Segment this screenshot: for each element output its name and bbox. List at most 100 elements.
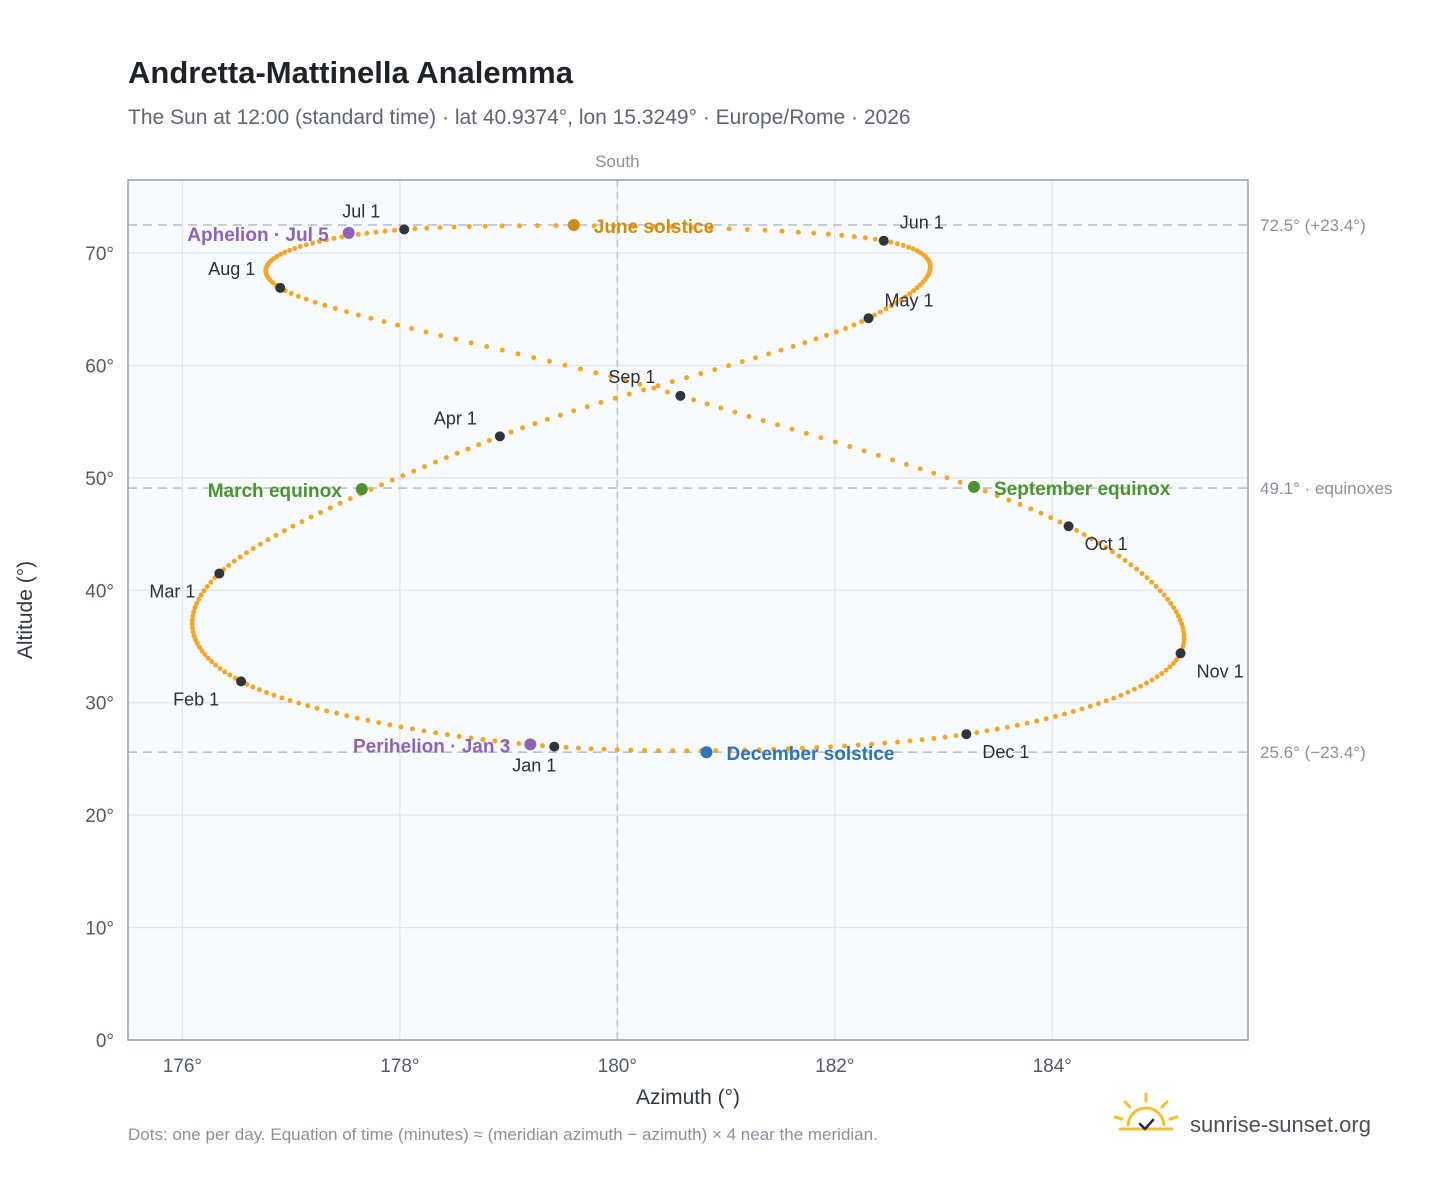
daily-sun-dot (732, 409, 738, 415)
daily-sun-dot (499, 347, 505, 353)
daily-sun-dot (557, 412, 563, 418)
x-axis-label: Azimuth (°) (636, 1086, 740, 1109)
daily-sun-dot (910, 246, 916, 252)
daily-sun-dot (532, 421, 538, 427)
daily-sun-dot (698, 371, 704, 377)
daily-sun-dot (1062, 711, 1068, 717)
month-label: Nov 1 (1197, 661, 1244, 681)
daily-sun-dot (373, 229, 379, 235)
daily-sun-dot (227, 672, 233, 678)
reference-lines: South 72.5° (+23.4°) 49.1° · equinoxes 25.6… (128, 152, 1393, 1040)
daily-sun-dot (482, 223, 488, 229)
daily-sun-dot (322, 302, 328, 308)
daily-sun-dot (859, 319, 865, 325)
daily-sun-dot (1110, 549, 1116, 555)
daily-sun-dot (911, 288, 917, 294)
daily-sun-dot (612, 395, 618, 401)
daily-sun-dot (368, 315, 374, 321)
daily-sun-dot (883, 306, 889, 312)
daily-sun-dot (1079, 706, 1085, 712)
daily-sun-dot (799, 745, 805, 751)
daily-sun-dot (869, 741, 875, 747)
daily-sun-dot (308, 514, 314, 520)
daily-sun-dot (1043, 716, 1049, 722)
daily-sun-dot (443, 455, 449, 461)
event-label: Perihelion · Jan 3 (353, 736, 510, 757)
daily-sun-dot (944, 475, 950, 481)
daily-sun-dot (257, 541, 263, 547)
daily-sun-dot (1111, 695, 1117, 701)
daily-sun-dot (299, 519, 305, 525)
daily-sun-dot (818, 435, 824, 441)
daily-sun-dot (825, 231, 831, 237)
daily-sun-dot (726, 363, 732, 369)
month-marker (1063, 521, 1074, 532)
daily-sun-dot (279, 695, 285, 701)
daily-sun-dot (1171, 605, 1177, 611)
daily-sun-dot (226, 562, 232, 568)
month-label: Jan 1 (512, 756, 556, 776)
daily-sun-dot (310, 240, 316, 246)
daily-sun-dot (1177, 617, 1183, 623)
daily-sun-dot (411, 468, 417, 474)
daily-sun-dot (642, 747, 648, 753)
plot-background (128, 180, 1248, 1040)
daily-sun-dot (1181, 632, 1187, 638)
chart-title: Andretta-Mattinella Analemma (128, 55, 574, 90)
daily-sun-dot (839, 232, 845, 238)
daily-sun-dot (1057, 519, 1063, 525)
month-label: Feb 1 (173, 689, 219, 709)
daily-sun-dot (903, 294, 909, 300)
daily-sun-dot (208, 579, 214, 585)
daily-sun-dot (305, 703, 311, 709)
daily-sun-dot (1089, 536, 1095, 542)
daily-sun-dot (872, 236, 878, 242)
daily-sun-dot (231, 558, 237, 564)
daily-sun-dot (303, 296, 309, 302)
daily-sun-dot (243, 550, 249, 556)
daily-sun-dot (546, 358, 552, 364)
daily-sun-dot (316, 238, 322, 244)
daily-sun-dot (623, 377, 629, 383)
daily-sun-dot (273, 532, 279, 538)
daily-sun-dot (742, 747, 748, 753)
daily-sun-dot (577, 366, 583, 372)
daily-sun-dot (344, 713, 350, 719)
daily-sun-dot (1149, 677, 1155, 683)
daily-sun-dot (785, 746, 791, 752)
daily-sun-dot (641, 387, 647, 393)
daily-sun-dot (354, 715, 360, 721)
daily-sun-dot (1087, 703, 1093, 709)
daily-sun-dot (389, 477, 395, 483)
daily-sun-dot (347, 496, 353, 502)
daily-sun-dot (217, 665, 223, 671)
daily-sun-dot (312, 299, 318, 305)
plot-frame (127, 179, 1249, 1041)
daily-sun-dot (553, 223, 559, 229)
daily-sun-dot (802, 340, 808, 346)
daily-sun-dot (957, 479, 963, 485)
daily-sun-dot (766, 351, 772, 357)
daily-sun-dot (256, 687, 262, 693)
daily-sun-dot (903, 461, 909, 467)
daily-sun-dot (1154, 674, 1160, 680)
daily-sun-dot (1165, 596, 1171, 602)
daily-sun-dot (409, 726, 415, 732)
daily-sun-dot (669, 224, 675, 230)
daily-sun-dot (842, 743, 848, 749)
daily-sun-dot (1173, 609, 1179, 615)
daily-sun-dot (1096, 540, 1102, 546)
reference-label: 72.5° (+23.4°) (1260, 216, 1366, 235)
daily-sun-dot (332, 305, 338, 311)
month-marker (399, 224, 410, 235)
daily-sun-dot (296, 700, 302, 706)
daily-sun-dot (337, 500, 343, 506)
y-tick-label: 70° (85, 244, 114, 265)
daily-sun-dot (265, 537, 271, 543)
daily-sun-dot (851, 234, 857, 240)
daily-sun-dot (984, 728, 990, 734)
daily-sun-dot (1070, 709, 1076, 715)
daily-sun-dot (688, 225, 694, 231)
daily-sun-dot (453, 336, 459, 342)
daily-sun-dot (297, 244, 303, 250)
